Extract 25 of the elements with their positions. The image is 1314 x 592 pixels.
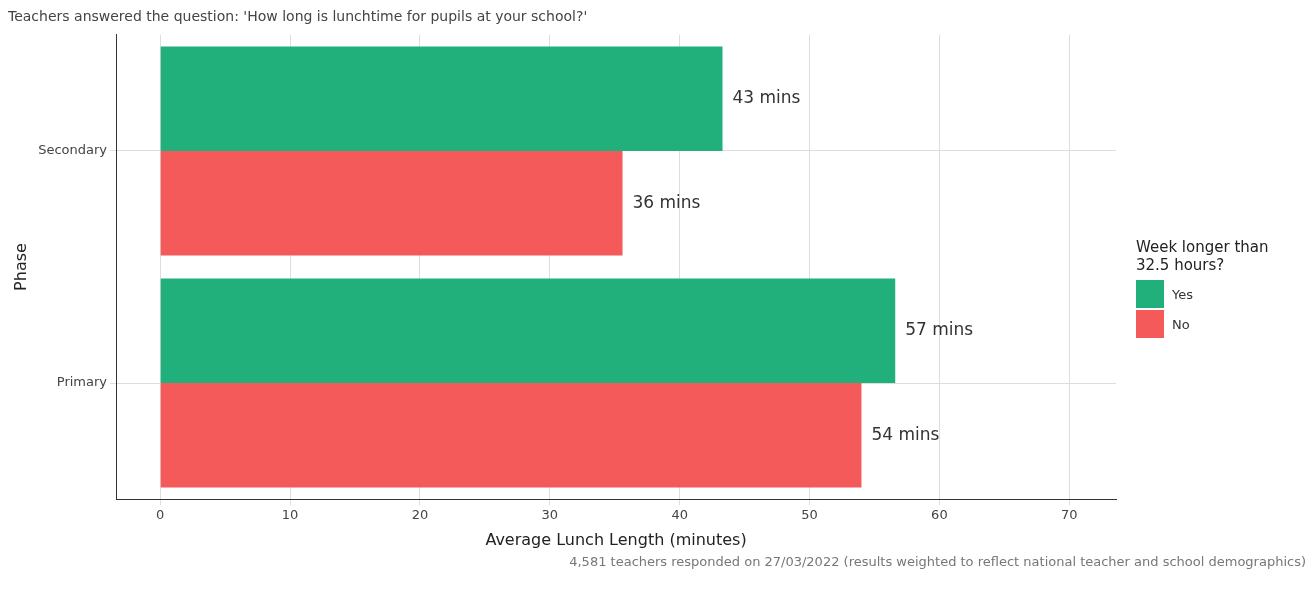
y-tick-label: Primary	[56, 374, 108, 390]
text: 4,581 teachers responded on 27/03/2022 (results weighted to reflect national teacher and school demographics)	[568, 554, 1306, 569]
legend-title: Week longer than 32.5 hours?	[1136, 238, 1270, 274]
bar	[160, 46, 723, 151]
x-tick-label: 30	[541, 507, 559, 523]
x-tick-label: 60	[931, 507, 948, 523]
data-label: 54 mins	[871, 423, 940, 444]
legend-label: Yes	[1172, 286, 1193, 302]
x-tick-label: 0	[156, 507, 165, 523]
bar	[160, 150, 623, 256]
y-tick-label: Secondary	[38, 142, 108, 158]
x-tick-label: 40	[671, 507, 688, 523]
x-tick-label: 70	[1060, 507, 1078, 523]
bar	[160, 278, 896, 384]
x-tick-label: 20	[411, 507, 429, 523]
data-label: 36 mins	[632, 191, 701, 212]
y-axis-title: Phase	[10, 243, 30, 291]
x-tick-label: 50	[801, 507, 818, 523]
x-axis-title: Average Lunch Length (minutes)	[485, 529, 747, 549]
x-tick-label: 10	[281, 507, 299, 523]
data-label: 57 mins	[905, 319, 974, 340]
legend-label: No	[1172, 316, 1190, 332]
chart-subtitle: Teachers answered the question: 'How long is lunchtime for pupils at your school?'	[8, 8, 589, 24]
bar	[160, 383, 862, 488]
data-label: 43 mins	[732, 87, 801, 108]
